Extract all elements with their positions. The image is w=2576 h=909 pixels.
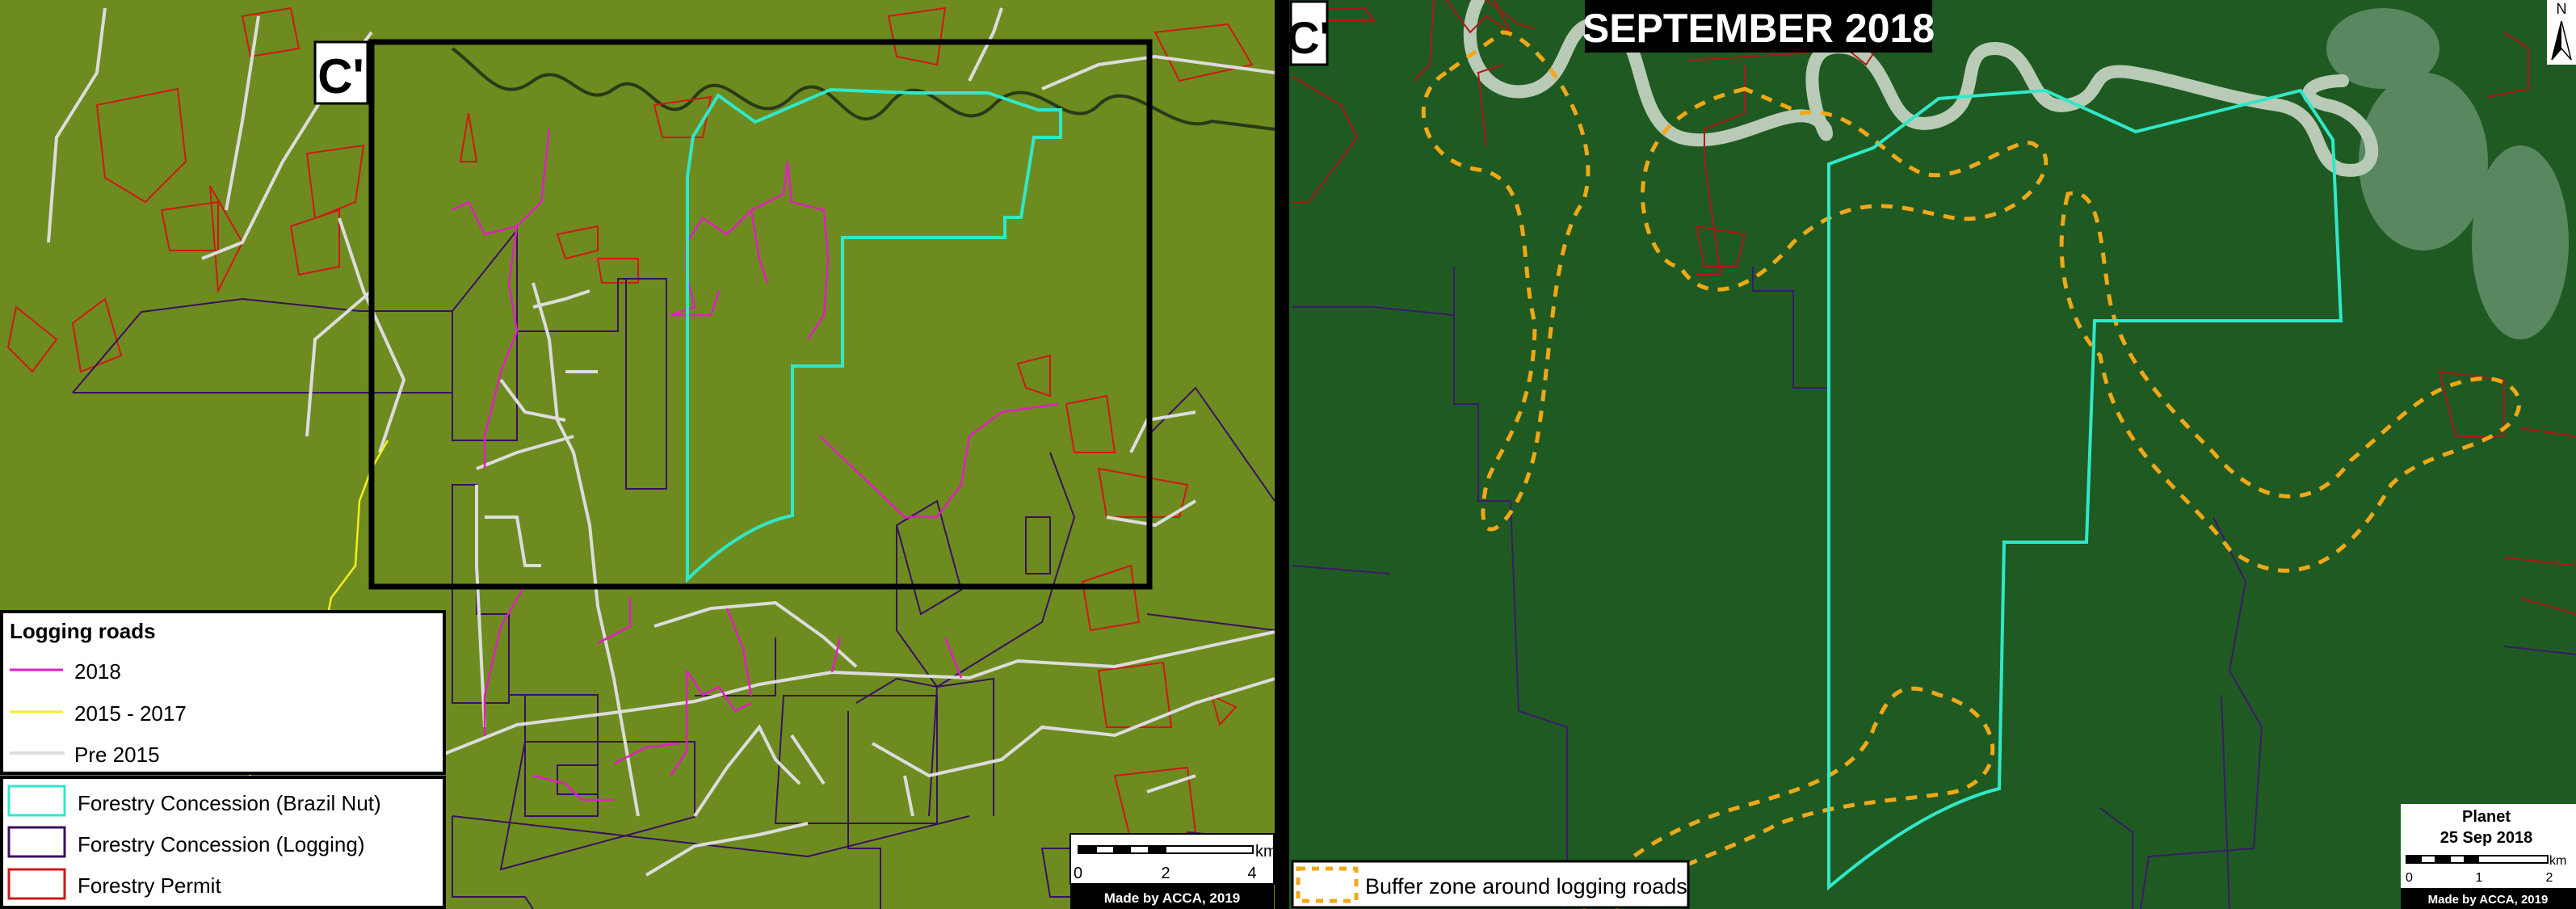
imagery-date: 25 Sep 2018 (2440, 829, 2533, 847)
north-arrow: N (2547, 0, 2576, 65)
left-map-panel: C' Logging roads 2018 2015 - 2017 Pre 20… (0, 0, 1277, 909)
scale-tick-4-left: 4 (1247, 865, 1256, 882)
right-map-panel: C' SEPTEMBER 2018 N Buffer zone around l… (1287, 0, 2576, 909)
legend-label-permit: Forestry Permit (78, 873, 221, 898)
legend-title: Logging roads (10, 619, 156, 643)
legend-label-brazil-nut: Forestry Concession (Brazil Nut) (78, 791, 381, 815)
forestry-permits-left (6, 6, 1254, 842)
cleared-areas (2326, 8, 2569, 339)
buffer-zones (1421, 30, 2521, 909)
legend-areas: Forestry Concession (Brazil Nut) Forestr… (0, 776, 446, 909)
credit-left: Made by ACCA, 2019 (1104, 890, 1240, 906)
legend-logging-roads: Logging roads 2018 2015 - 2017 Pre 2015 (0, 610, 446, 775)
legend-label-2015-2017: 2015 - 2017 (74, 701, 187, 726)
legend-swatch-buffer (1296, 866, 1359, 903)
legend-buffer-zone: Buffer zone around logging roads (1291, 860, 1690, 909)
title-text: SEPTEMBER 2018 (1582, 6, 1935, 51)
legend-swatch-permit (7, 868, 66, 900)
legend-label-pre-2015: Pre 2015 (74, 743, 160, 767)
legend-label-logging: Forestry Concession (Logging) (78, 832, 365, 856)
logging-concessions-left (72, 228, 1275, 909)
scale-bar-right: Planet 25 Sep 2018 km 0 1 2 Made by ACCA… (2401, 804, 2576, 909)
scale-bar-left: km 0 2 4 Made by ACCA, 2019 (1069, 833, 1277, 909)
scale-tick-1-right: 1 (2476, 871, 2483, 885)
extent-rectangle-c-prime (368, 39, 1153, 590)
legend-swatch-logging (7, 826, 66, 858)
scale-tick-2-right: 2 (2546, 871, 2553, 885)
roads-2018 (452, 128, 1059, 802)
roads-pre-2015 (6, 7, 1275, 877)
legend-label-buffer: Buffer zone around logging roads (1365, 874, 1687, 898)
left-panel-label-text: C' (317, 49, 364, 103)
right-panel-label: C' (1287, 0, 1330, 66)
scale-unit-left: km (1255, 843, 1277, 861)
scale-tick-2-left: 2 (1161, 865, 1170, 882)
scale-tick-0-left: 0 (1074, 865, 1082, 882)
scale-unit-right: km (2549, 854, 2566, 868)
credit-right: Made by ACCA, 2019 (2428, 893, 2549, 907)
logging-concessions-right (1292, 267, 2576, 909)
north-label: N (2557, 1, 2567, 17)
legend-swatch-brazil-nut (7, 785, 66, 817)
brazil-nut-concession-right (1827, 88, 2343, 891)
left-panel-label: C' (313, 40, 369, 105)
legend-label-2018: 2018 (74, 659, 121, 684)
scale-tick-0-right: 0 (2406, 871, 2413, 885)
left-river (451, 47, 1275, 131)
imagery-source: Planet (2462, 808, 2511, 826)
right-panel-title: SEPTEMBER 2018 (1582, 0, 1935, 53)
brazil-nut-concession-left (686, 87, 1062, 583)
right-panel-label-text: C' (1287, 12, 1330, 63)
panel-divider (1275, 0, 1289, 909)
